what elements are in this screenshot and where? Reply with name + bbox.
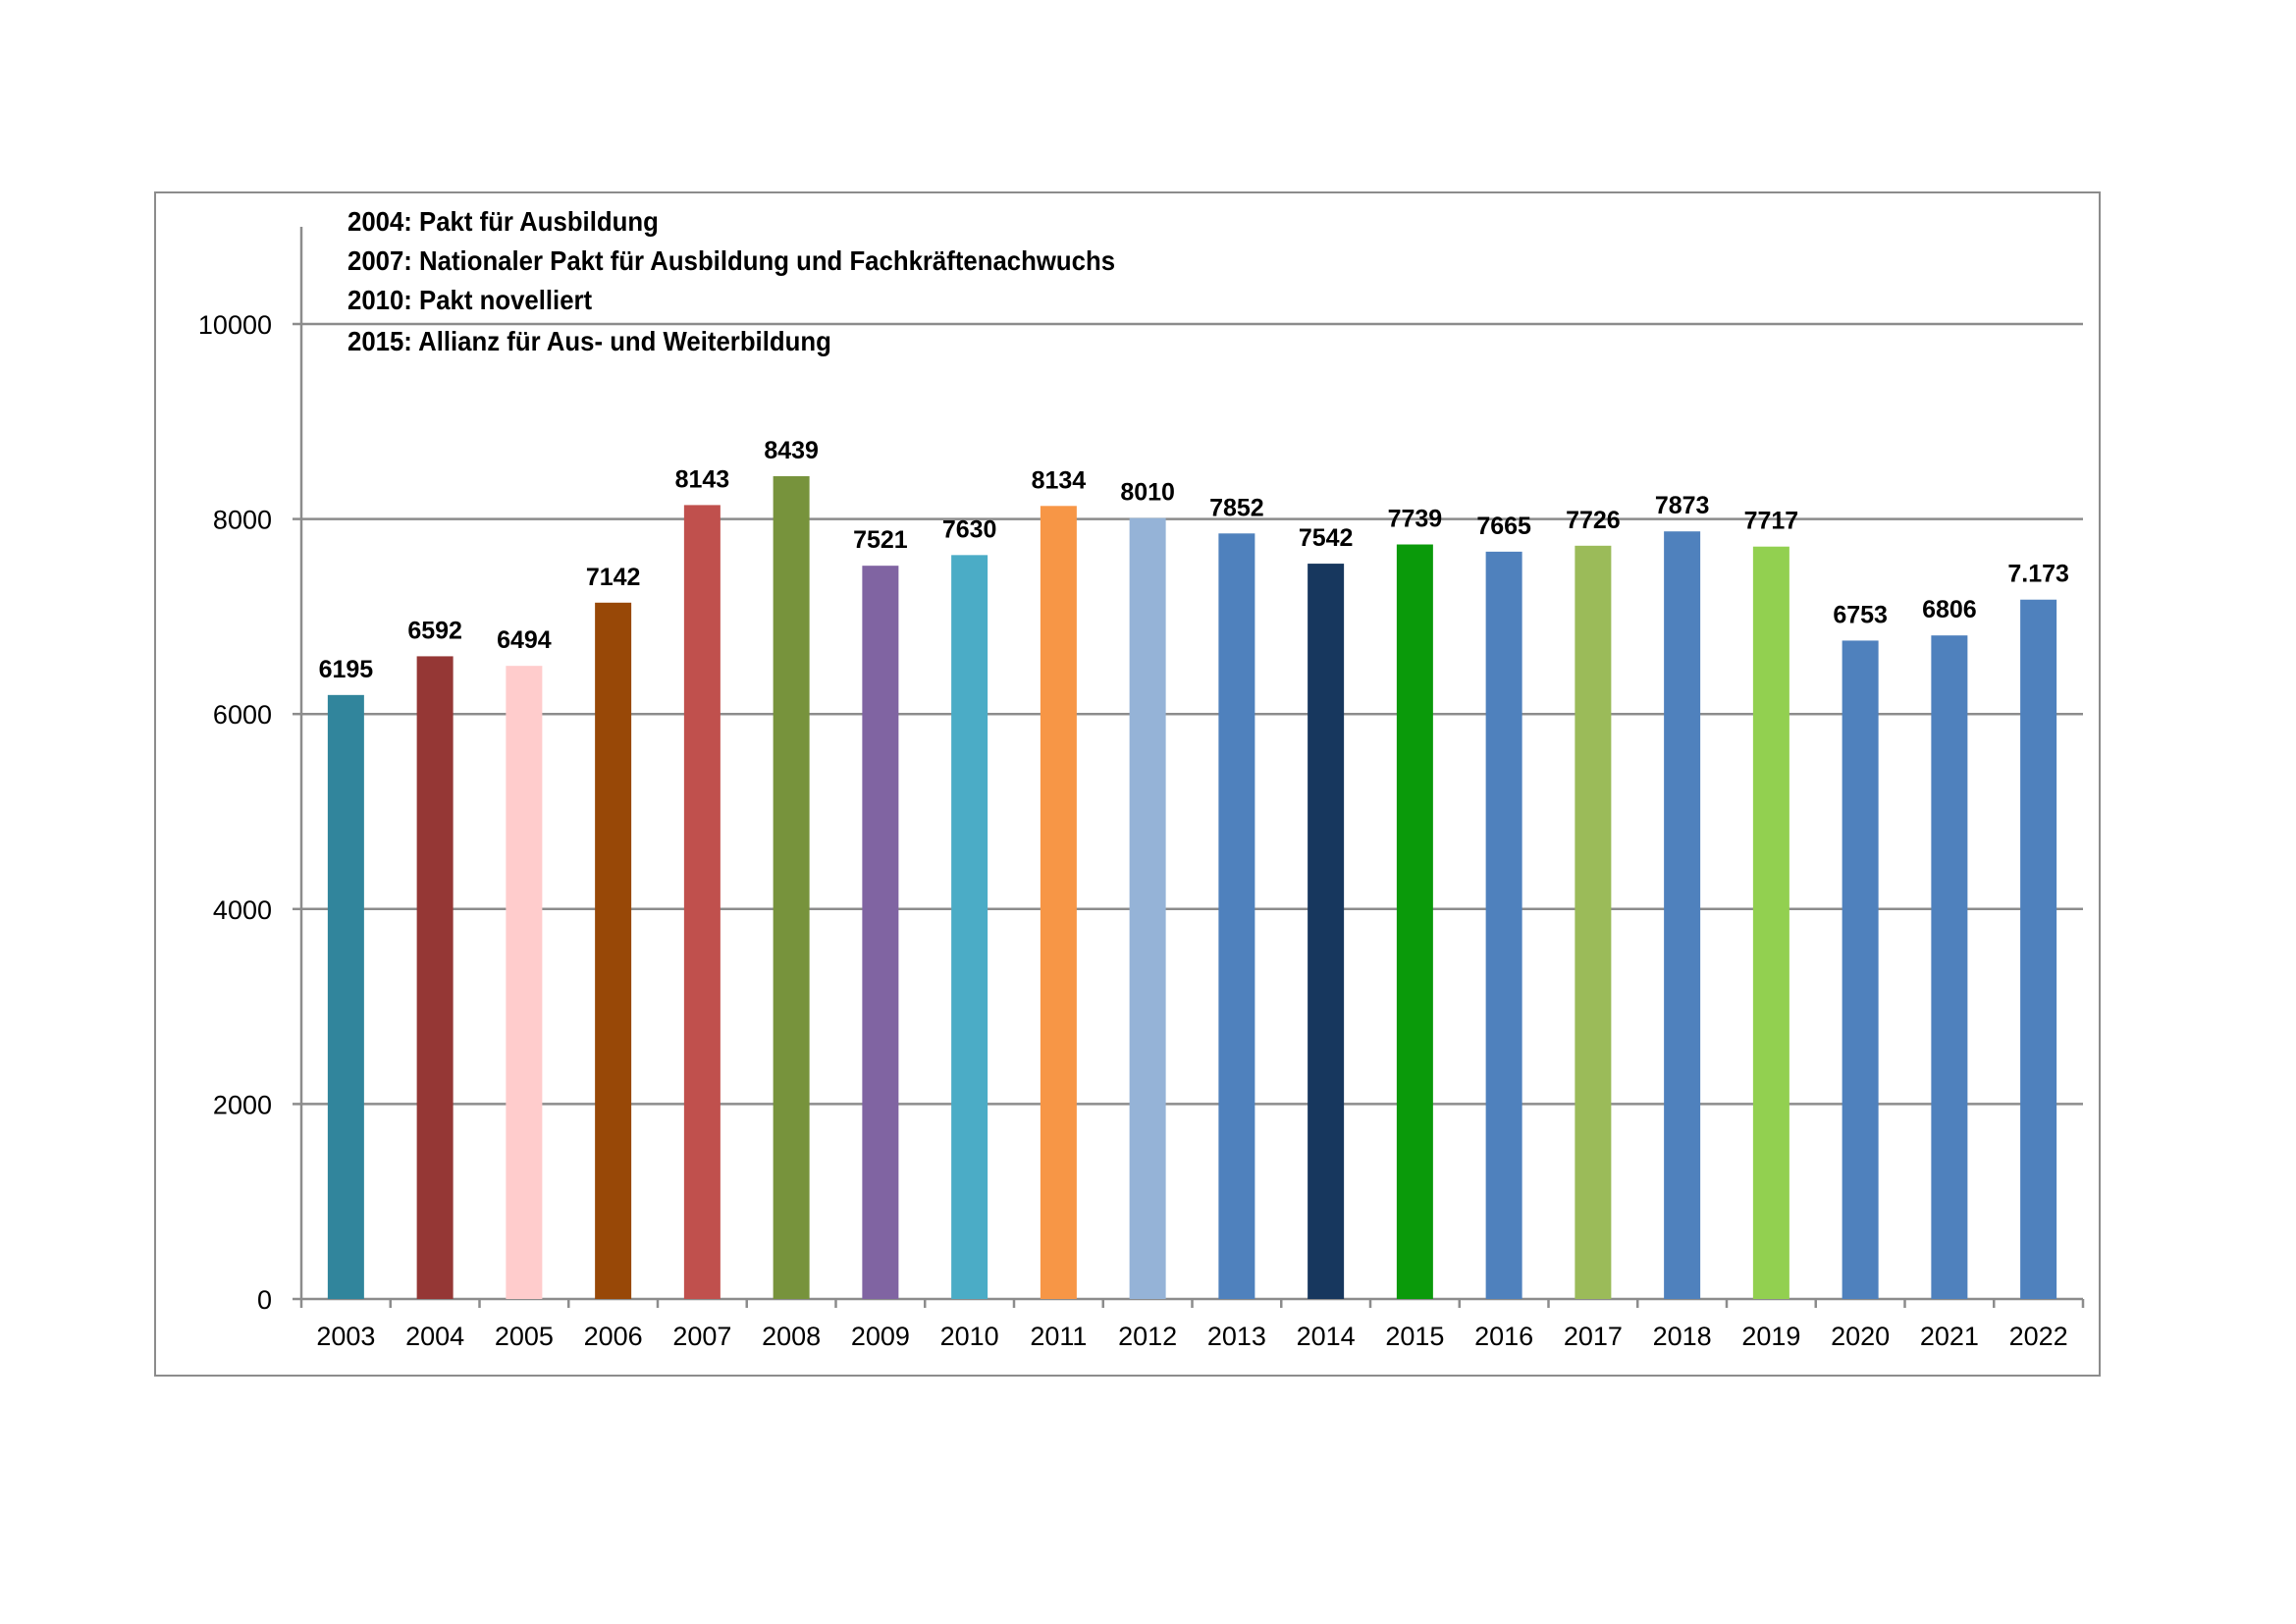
bar-2016 xyxy=(1485,551,1522,1299)
data-label-2010: 7630 xyxy=(942,515,997,543)
bar-2014 xyxy=(1308,564,1345,1299)
x-tick-label-2018: 2018 xyxy=(1653,1322,1712,1351)
x-tick-label-2016: 2016 xyxy=(1474,1322,1533,1351)
bar-2022 xyxy=(2020,599,2057,1299)
x-tick-label-2022: 2022 xyxy=(2009,1322,2068,1351)
x-tick-label-2007: 2007 xyxy=(672,1322,731,1351)
x-tick-label-2010: 2010 xyxy=(940,1322,999,1351)
data-label-2017: 7726 xyxy=(1566,507,1621,534)
x-tick-label-2004: 2004 xyxy=(405,1322,464,1351)
x-tick-label-2009: 2009 xyxy=(851,1322,910,1351)
data-label-2020: 6753 xyxy=(1833,601,1888,628)
x-tick-label-2008: 2008 xyxy=(762,1322,821,1351)
data-label-2014: 7542 xyxy=(1299,524,1354,552)
bar-2021 xyxy=(1931,635,1968,1299)
y-tick-label: 8000 xyxy=(213,506,272,535)
data-label-2007: 8143 xyxy=(675,465,730,493)
x-tick-label-2014: 2014 xyxy=(1297,1322,1356,1351)
x-tick-label-2005: 2005 xyxy=(495,1322,554,1351)
bar-2003 xyxy=(327,694,364,1299)
data-label-2016: 7665 xyxy=(1476,513,1531,540)
bar-2009 xyxy=(862,566,899,1299)
annotation-2007: 2007: Nationaler Pakt für Ausbildung und… xyxy=(347,245,1116,276)
data-label-2012: 8010 xyxy=(1120,479,1175,507)
data-label-2013: 7852 xyxy=(1209,494,1264,521)
x-tick-label-2015: 2015 xyxy=(1385,1322,1444,1351)
bar-2008 xyxy=(773,476,810,1299)
data-label-2006: 7142 xyxy=(586,564,641,591)
y-tick-label: 4000 xyxy=(213,895,272,925)
bar-2018 xyxy=(1664,531,1701,1299)
x-tick-label-2021: 2021 xyxy=(1920,1322,1979,1351)
bar-2019 xyxy=(1752,546,1789,1299)
x-tick-label-2003: 2003 xyxy=(316,1322,375,1351)
data-label-2005: 6494 xyxy=(497,626,552,654)
bar-2005 xyxy=(506,666,543,1299)
data-label-2022: 7.173 xyxy=(2007,561,2069,588)
data-label-2015: 7739 xyxy=(1388,506,1443,533)
x-tick-label-2020: 2020 xyxy=(1831,1322,1890,1351)
x-tick-label-2017: 2017 xyxy=(1564,1322,1623,1351)
chart-frame xyxy=(154,191,2101,1377)
y-tick-label: 6000 xyxy=(213,700,272,730)
x-tick-label-2012: 2012 xyxy=(1118,1322,1177,1351)
annotation-2004: 2004: Pakt für Ausbildung xyxy=(347,206,659,237)
bar-2017 xyxy=(1575,545,1612,1299)
y-tick-label: 10000 xyxy=(198,310,272,340)
x-tick-label-2013: 2013 xyxy=(1207,1322,1266,1351)
data-label-2003: 6195 xyxy=(319,656,374,683)
data-label-2021: 6806 xyxy=(1922,596,1977,623)
bar-2013 xyxy=(1218,533,1255,1299)
x-tick-label-2011: 2011 xyxy=(1030,1322,1087,1351)
bar-2011 xyxy=(1040,506,1077,1299)
bar-2012 xyxy=(1129,517,1166,1299)
data-label-2011: 8134 xyxy=(1032,466,1087,494)
y-tick-label: 0 xyxy=(257,1285,272,1315)
data-label-2008: 8439 xyxy=(764,437,819,464)
annotation-2010: 2010: Pakt novelliert xyxy=(347,285,593,315)
data-label-2009: 7521 xyxy=(853,526,908,554)
bar-2007 xyxy=(683,505,721,1299)
data-label-2019: 7717 xyxy=(1744,508,1799,535)
bar-2004 xyxy=(416,656,454,1299)
bar-2015 xyxy=(1396,544,1433,1299)
bar-2020 xyxy=(1842,640,1879,1299)
data-label-2018: 7873 xyxy=(1655,492,1710,519)
bar-2010 xyxy=(951,555,988,1299)
data-label-2004: 6592 xyxy=(407,617,462,644)
x-tick-label-2019: 2019 xyxy=(1741,1322,1800,1351)
y-tick-label: 2000 xyxy=(213,1090,272,1119)
annotation-2015: 2015: Allianz für Aus- und Weiterbildung xyxy=(347,326,831,356)
x-tick-label-2006: 2006 xyxy=(584,1322,643,1351)
bar-2006 xyxy=(595,602,632,1299)
